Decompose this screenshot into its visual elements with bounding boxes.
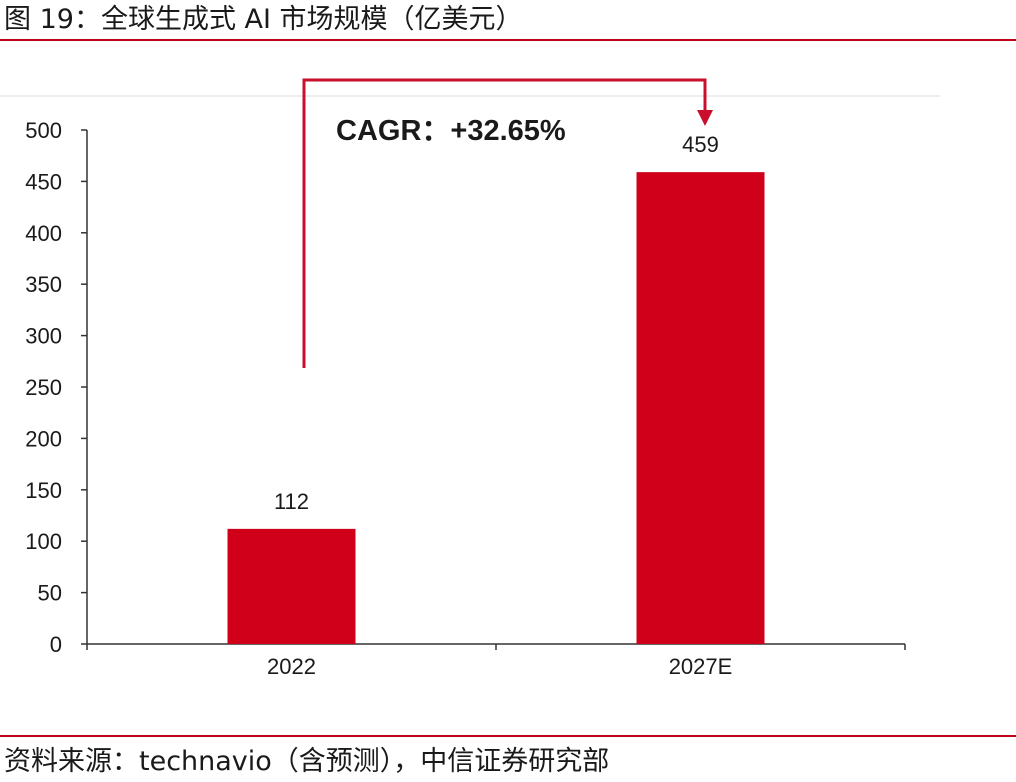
y-tick-label: 350 [25,272,62,297]
bar [636,172,765,644]
title-divider [0,39,1016,41]
arrow-line [302,78,707,368]
y-tick-label: 500 [25,118,62,143]
bars [227,172,765,644]
y-axis: 0 50 100 150 200 250 300 350 400 450 500 [25,118,88,657]
y-tick-label: 300 [25,324,62,349]
cagr-annotation: CAGR：+32.65% [336,115,566,147]
cagr-arrow [302,78,713,368]
y-tick-label: 250 [25,375,62,400]
y-tick-label: 150 [25,478,62,503]
x-tick-label: 2027E [669,654,733,679]
y-tick-label: 400 [25,221,62,246]
x-axis: 2022 2027E [86,643,906,679]
source-note: 资料来源：technavio（含预测），中信证券研究部 [4,746,610,777]
data-label: 112 [274,489,309,514]
data-label: 459 [682,132,719,157]
y-tick-label: 100 [25,529,62,554]
x-tick-label: 2022 [267,654,316,679]
y-tick-label: 50 [38,581,62,606]
y-tick-label: 450 [25,169,62,194]
y-tick-label: 200 [25,426,62,451]
arrow-head [697,110,713,126]
y-tick-label: 0 [50,632,62,657]
footer-divider [0,735,1016,737]
bar [227,528,356,644]
figure-title: 图 19：全球生成式 AI 市场规模（亿美元） [4,4,523,35]
data-labels: 112 459 [274,132,719,514]
